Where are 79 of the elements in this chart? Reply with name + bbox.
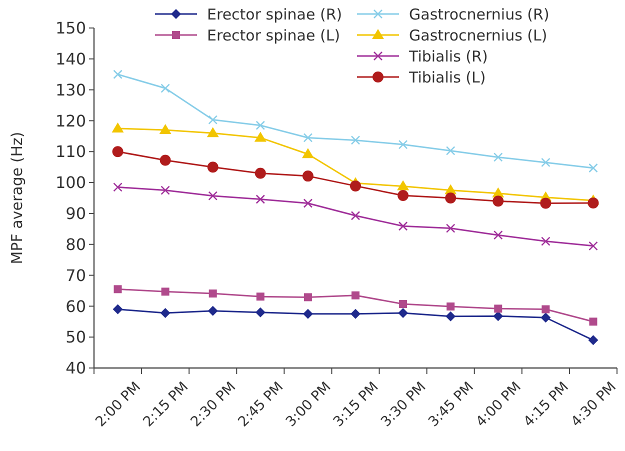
y-tick-label: 130 [55, 80, 86, 100]
point [541, 158, 550, 168]
legend-label: Erector spinae (R) [207, 5, 342, 24]
y-tick-label: 40 [66, 358, 86, 378]
point [160, 154, 171, 166]
legend-label: Gastrocnernius (R) [409, 5, 550, 24]
point [254, 132, 266, 142]
point [398, 190, 409, 202]
point [113, 182, 122, 192]
y-tick-label: 60 [66, 296, 86, 316]
point [161, 288, 170, 296]
y-tick-label: 100 [55, 173, 86, 192]
point [398, 221, 408, 231]
y-tick-label: 90 [66, 204, 86, 224]
point [398, 308, 408, 318]
point [492, 196, 504, 207]
point [589, 318, 598, 326]
point [350, 136, 360, 145]
point [493, 311, 504, 322]
point [350, 180, 361, 192]
point [540, 198, 552, 209]
y-tick-label: 140 [55, 50, 86, 69]
y-tick-label: 120 [55, 111, 86, 130]
legend-label: Tibialis (R) [408, 47, 488, 66]
point [446, 146, 456, 156]
point [256, 194, 266, 204]
point [160, 308, 170, 318]
point [112, 122, 124, 132]
point [542, 305, 550, 314]
point [254, 168, 266, 179]
point [303, 133, 313, 142]
point [445, 192, 456, 204]
point [494, 304, 502, 313]
point [255, 307, 266, 318]
legend-label: Gastrocnernius (L) [409, 26, 548, 44]
y-tick-label: 110 [55, 142, 86, 162]
point [398, 140, 408, 150]
point [588, 241, 598, 251]
point [350, 308, 360, 319]
point [352, 291, 360, 300]
point [112, 146, 124, 158]
point [493, 230, 503, 240]
y-tick-label: 70 [66, 266, 86, 285]
point [208, 290, 217, 298]
y-axis-title: MPF average (Hz) [8, 132, 26, 264]
point [208, 115, 218, 124]
point [446, 311, 456, 322]
y-tick-label: 150 [55, 18, 86, 38]
point [397, 180, 410, 190]
point [588, 335, 598, 346]
point [302, 170, 314, 182]
point [206, 127, 219, 138]
point [256, 292, 264, 301]
point [588, 163, 598, 173]
point [112, 304, 123, 314]
point [493, 152, 503, 162]
point [350, 210, 360, 220]
point [113, 70, 122, 80]
point [541, 236, 550, 246]
point [160, 84, 170, 93]
point [114, 285, 122, 294]
point [160, 186, 170, 195]
point [208, 191, 218, 200]
y-tick-label: 80 [66, 234, 86, 254]
y-tick-label: 50 [66, 328, 86, 347]
point [208, 306, 218, 316]
point [159, 124, 172, 134]
point [207, 162, 218, 173]
point [446, 224, 456, 233]
legend-label: Erector spinae (L) [207, 26, 340, 44]
point [302, 308, 313, 319]
legend-label: Tibialis (L) [408, 68, 486, 86]
point [446, 302, 455, 310]
point [540, 312, 551, 323]
point [302, 148, 314, 158]
point [303, 198, 313, 208]
point [256, 120, 266, 130]
point [304, 293, 312, 302]
point [399, 300, 408, 308]
